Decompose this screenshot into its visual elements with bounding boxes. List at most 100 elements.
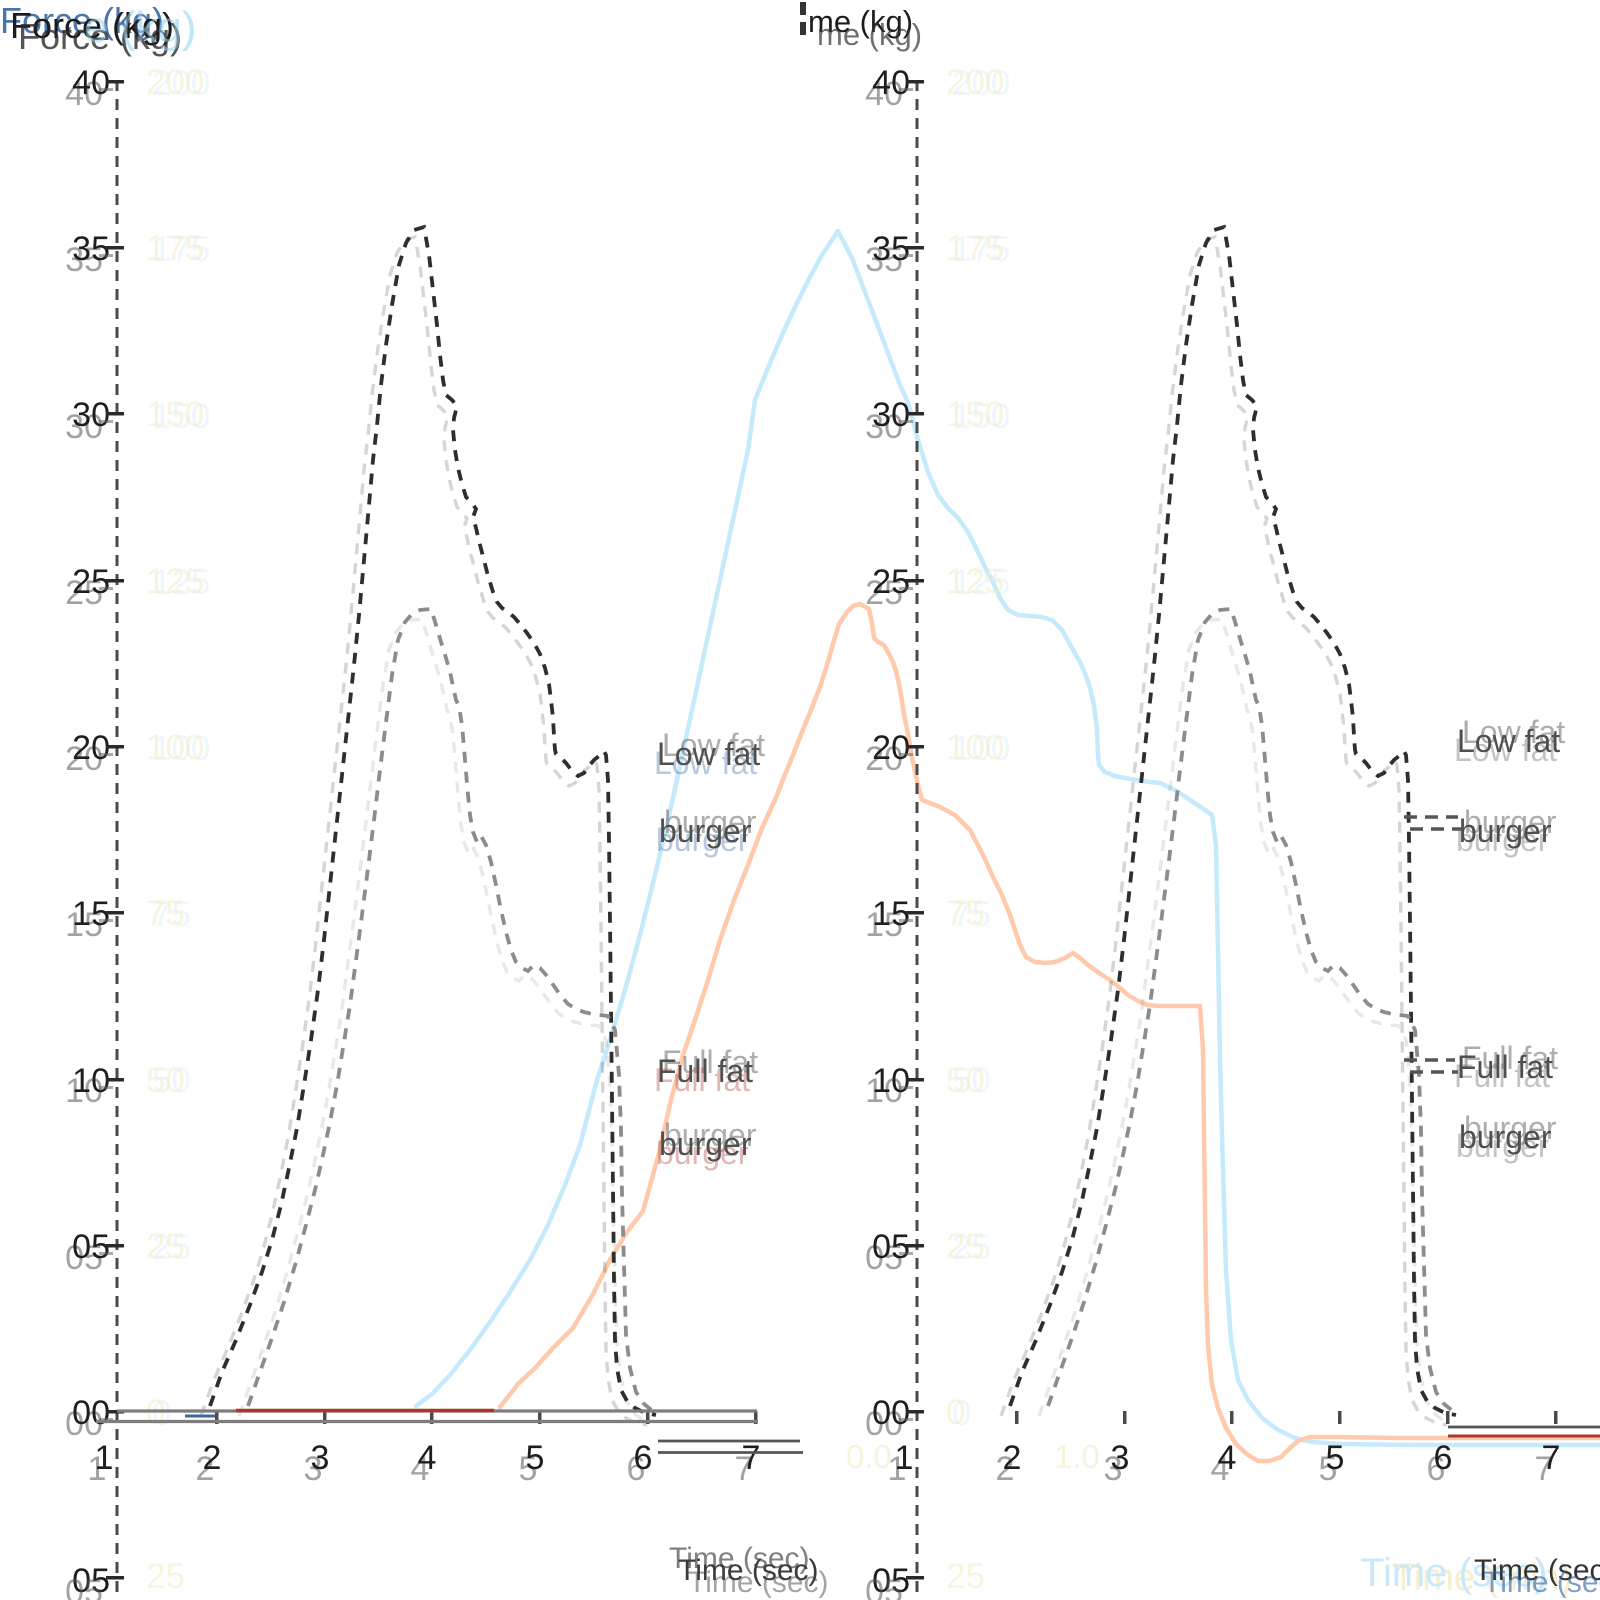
svg-text:00: 00 xyxy=(65,1405,103,1443)
svg-text:Low fat: Low fat xyxy=(1462,714,1565,750)
svg-text:40: 40 xyxy=(872,64,910,102)
svg-text:Full fat: Full fat xyxy=(662,1044,758,1080)
svg-text:30: 30 xyxy=(65,408,103,446)
svg-text:200: 200 xyxy=(146,63,204,102)
svg-text:100: 100 xyxy=(152,729,210,768)
svg-text:05: 05 xyxy=(872,1562,910,1600)
svg-text:3: 3 xyxy=(304,1450,323,1488)
svg-text:7: 7 xyxy=(1535,1450,1554,1488)
svg-text:15: 15 xyxy=(72,895,110,933)
svg-text:75: 75 xyxy=(146,894,185,933)
svg-text:10: 10 xyxy=(72,1062,110,1100)
svg-text:200: 200 xyxy=(952,64,1010,103)
svg-text:burger: burger xyxy=(1459,813,1552,849)
svg-text:burger: burger xyxy=(664,804,757,840)
svg-text:Full fat: Full fat xyxy=(1454,1058,1550,1094)
svg-text:25: 25 xyxy=(952,1228,991,1267)
svg-text:10: 10 xyxy=(65,1072,103,1110)
svg-text:burger: burger xyxy=(659,813,752,849)
svg-text:175: 175 xyxy=(146,229,204,268)
svg-text:Full fat: Full fat xyxy=(1457,1049,1553,1085)
svg-text:7: 7 xyxy=(735,1450,754,1488)
svg-text:e (kg): e (kg) xyxy=(84,3,196,52)
svg-text:7: 7 xyxy=(1542,1439,1561,1477)
svg-text:05: 05 xyxy=(72,1562,110,1600)
svg-text:30: 30 xyxy=(865,408,903,446)
svg-text:Force (kg): Force (kg) xyxy=(18,16,182,57)
svg-text:15: 15 xyxy=(865,906,903,944)
svg-text:5: 5 xyxy=(1319,1450,1338,1488)
svg-text:00: 00 xyxy=(72,1394,110,1432)
svg-text:6: 6 xyxy=(634,1439,653,1477)
svg-text:e (kg): e (kg) xyxy=(84,3,196,52)
svg-text:Low fat: Low fat xyxy=(657,736,760,772)
svg-text:0.0: 0.0 xyxy=(846,1438,892,1475)
svg-text:burger: burger xyxy=(1456,822,1549,858)
svg-text:40: 40 xyxy=(865,75,903,113)
svg-text:3: 3 xyxy=(1104,1450,1123,1488)
svg-text:15: 15 xyxy=(65,906,103,944)
svg-text:me (kg): me (kg) xyxy=(817,17,922,52)
svg-text:1: 1 xyxy=(88,1450,107,1488)
svg-text:30: 30 xyxy=(72,396,110,434)
svg-text:Low fat: Low fat xyxy=(1457,723,1560,759)
svg-text:me (kg): me (kg) xyxy=(808,4,913,39)
svg-text:100: 100 xyxy=(946,728,1004,767)
svg-text:125: 125 xyxy=(146,562,204,601)
svg-text:2: 2 xyxy=(203,1439,222,1477)
svg-text:Full fat: Full fat xyxy=(657,1053,753,1089)
svg-text:burger: burger xyxy=(1464,1110,1557,1146)
svg-text:Time (sec): Time (sec) xyxy=(1360,1551,1547,1595)
svg-text:25: 25 xyxy=(146,1227,185,1266)
svg-text:35: 35 xyxy=(865,241,903,279)
svg-text:25: 25 xyxy=(946,1557,985,1596)
svg-text:25: 25 xyxy=(872,563,910,601)
svg-text:5: 5 xyxy=(1326,1439,1345,1477)
svg-text:Time (sec): Time (sec) xyxy=(669,1542,810,1575)
svg-text:2: 2 xyxy=(1003,1439,1022,1477)
svg-text:50: 50 xyxy=(952,1061,991,1100)
svg-text:40: 40 xyxy=(65,75,103,113)
svg-text:100: 100 xyxy=(952,729,1010,768)
svg-text:05: 05 xyxy=(72,1228,110,1266)
svg-text:25: 25 xyxy=(65,574,103,612)
svg-text:2: 2 xyxy=(996,1450,1015,1488)
svg-text:burger: burger xyxy=(659,1126,752,1162)
svg-text:0: 0 xyxy=(952,1394,971,1433)
svg-text:Time (sec): Time (sec) xyxy=(688,1566,829,1599)
svg-text:Force (kg): Force (kg) xyxy=(0,0,164,41)
svg-text:50: 50 xyxy=(152,1061,191,1100)
svg-text:4: 4 xyxy=(418,1439,437,1477)
svg-text:5: 5 xyxy=(526,1439,545,1477)
svg-text:15: 15 xyxy=(872,895,910,933)
svg-text:125: 125 xyxy=(952,563,1010,602)
svg-text:05: 05 xyxy=(872,1228,910,1266)
svg-text:Time (sec): Time (sec) xyxy=(1474,1554,1600,1587)
svg-text:burger: burger xyxy=(664,1117,757,1153)
svg-text:3: 3 xyxy=(311,1439,330,1477)
svg-text:4: 4 xyxy=(1211,1450,1230,1488)
svg-text:5: 5 xyxy=(519,1450,538,1488)
svg-text:1: 1 xyxy=(95,1439,114,1477)
svg-text:50: 50 xyxy=(146,1061,185,1100)
svg-text:burger: burger xyxy=(1456,1128,1549,1164)
svg-text:1: 1 xyxy=(895,1439,914,1477)
svg-text:Full fat: Full fat xyxy=(1462,1040,1558,1076)
svg-text:7: 7 xyxy=(742,1439,761,1477)
svg-text:6: 6 xyxy=(1434,1439,1453,1477)
svg-text:150: 150 xyxy=(952,397,1010,436)
svg-text:05: 05 xyxy=(865,1573,903,1600)
svg-text:Time (min): Time (min) xyxy=(1392,1557,1572,1599)
svg-text:burger: burger xyxy=(656,822,749,858)
svg-text:Low fat: Low fat xyxy=(662,727,765,763)
svg-text:Low fat: Low fat xyxy=(1454,732,1557,768)
svg-text:05: 05 xyxy=(65,1239,103,1277)
svg-text:25: 25 xyxy=(865,574,903,612)
svg-text:3: 3 xyxy=(1111,1439,1130,1477)
svg-text:6: 6 xyxy=(627,1450,646,1488)
svg-text:175: 175 xyxy=(952,230,1010,269)
svg-text:20: 20 xyxy=(72,729,110,767)
svg-text:125: 125 xyxy=(946,562,1004,601)
svg-text:35: 35 xyxy=(72,230,110,268)
svg-text:05: 05 xyxy=(65,1573,103,1600)
